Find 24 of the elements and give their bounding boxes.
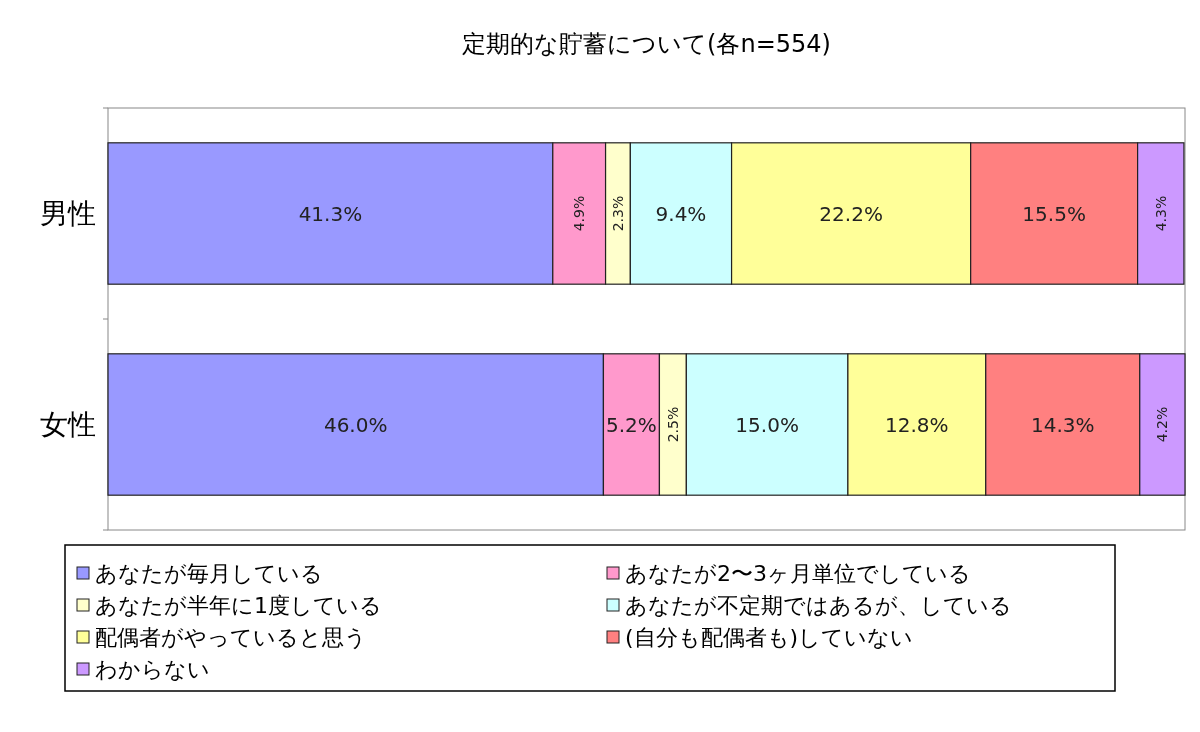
data-label: 4.3% [1152,195,1169,232]
y-tick-label: 男性 [40,197,96,230]
data-label: 41.3% [298,201,363,226]
data-label: 12.8% [885,412,949,437]
legend-label: わからない [95,656,210,682]
legend-label: (自分も配偶者も)していない [625,624,914,650]
data-label: 5.2% [606,412,657,437]
data-label: 9.4% [655,201,707,226]
data-label: 2.3% [609,195,626,232]
legend-label: 配偶者がやっていると思う [95,624,367,650]
legend-label: あなたが毎月している [95,560,323,586]
data-label: 15.0% [735,412,799,437]
data-label: 2.5% [664,406,681,443]
chart-title: 定期的な貯蓄について(各n=554) [462,30,831,58]
data-label: 15.5% [1022,201,1086,226]
legend-label: あなたが不定期ではあるが、している [625,592,1012,618]
legend-label: あなたが2〜3ヶ月単位でしている [625,560,971,586]
data-label: 46.0% [323,412,388,437]
y-tick-label: 女性 [40,408,96,441]
data-label: 14.3% [1030,412,1095,437]
legend-label: あなたが半年に1度している [95,592,382,618]
data-label: 4.2% [1154,406,1171,443]
data-label: 22.2% [819,201,883,226]
data-label: 4.9% [571,195,588,232]
